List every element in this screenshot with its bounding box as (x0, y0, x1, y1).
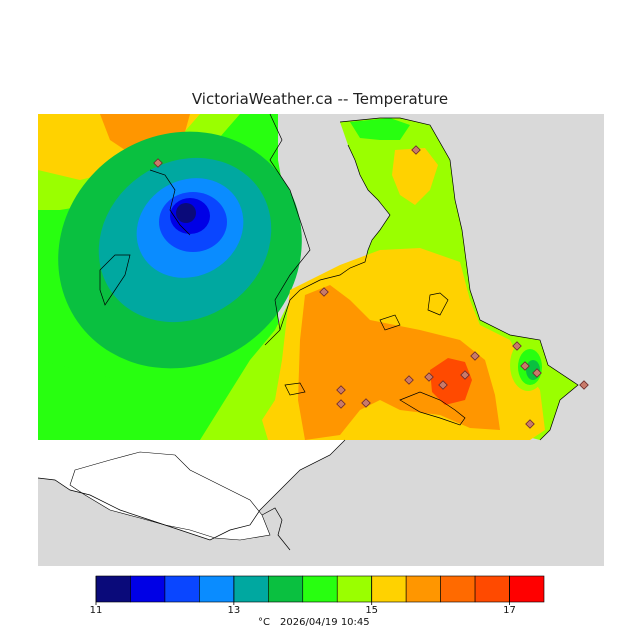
colorbar-swatch (371, 575, 407, 603)
colorbar-swatch (233, 575, 269, 603)
station-marker (153, 158, 163, 168)
colorbar-swatch (474, 575, 510, 603)
station-marker (470, 351, 480, 361)
station-markers (153, 145, 589, 429)
colorbar: 11 13 15 17 (90, 575, 545, 616)
colorbar-swatch (164, 575, 200, 603)
colorbar-swatch (440, 575, 476, 603)
station-marker (438, 380, 448, 390)
map-title: VictoriaWeather.ca -- Temperature (191, 90, 449, 108)
station-marker (525, 419, 535, 429)
colorbar-swatch (268, 575, 304, 603)
uncovered-land-2 (69, 451, 271, 541)
colorbar-swatch (199, 575, 235, 603)
colorbar-swatch (405, 575, 441, 603)
colorbar-tick-label: 11 (90, 605, 103, 616)
colorbar-swatch (95, 575, 131, 603)
colorbar-swatch (302, 575, 338, 603)
station-marker (512, 341, 522, 351)
station-marker (319, 287, 329, 297)
station-marker (411, 145, 421, 155)
colorbar-tick-label: 17 (503, 605, 516, 616)
station-marker (424, 372, 434, 382)
coastlines (37, 113, 579, 551)
peninsula-field (262, 118, 578, 440)
colorbar-tick-label: 13 (227, 605, 240, 616)
station-marker (404, 375, 414, 385)
colorbar-swatch (336, 575, 372, 603)
temperature-field (38, 114, 302, 440)
station-marker (532, 368, 542, 378)
station-marker (361, 398, 371, 408)
station-marker (520, 361, 530, 371)
colorbar-swatch (130, 575, 166, 603)
colorbar-swatch (509, 575, 545, 603)
colorbar-caption-unit: °C (258, 617, 270, 628)
colorbar-caption-timestamp: 2026/04/19 10:45 (280, 617, 370, 628)
colorbar-tick-label: 15 (365, 605, 378, 616)
station-marker (336, 399, 346, 409)
station-marker (460, 370, 470, 380)
station-marker (336, 385, 346, 395)
station-marker (579, 380, 589, 390)
